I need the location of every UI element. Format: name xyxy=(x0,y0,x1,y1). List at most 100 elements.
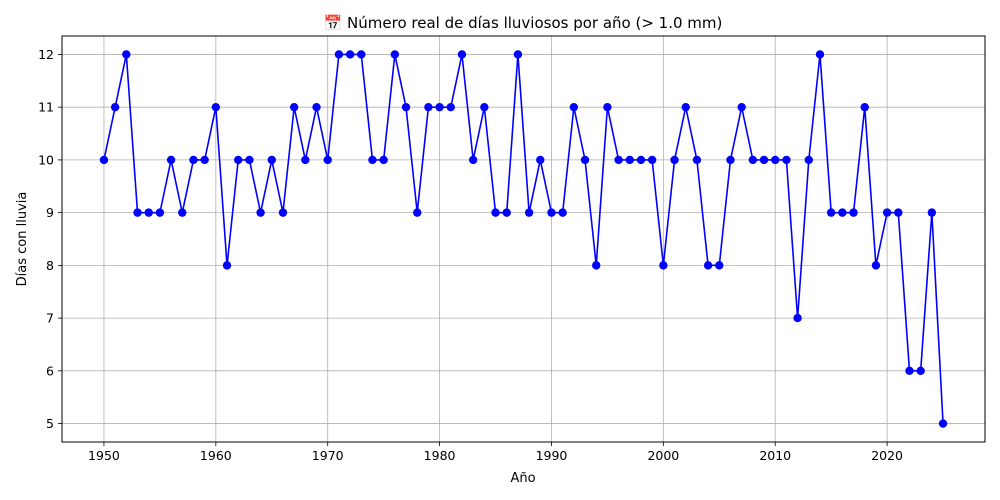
data-point xyxy=(905,366,914,376)
x-tick-label: 2020 xyxy=(871,448,903,463)
data-point xyxy=(547,208,556,217)
y-tick-label: 5 xyxy=(46,416,54,431)
data-point xyxy=(166,155,176,165)
data-point xyxy=(759,155,769,165)
data-point xyxy=(916,366,925,376)
y-tick-label: 10 xyxy=(38,152,54,167)
x-tick-label: 1960 xyxy=(200,448,232,463)
data-point xyxy=(301,155,310,165)
plot-frame xyxy=(61,35,986,443)
data-point xyxy=(882,208,892,217)
data-point xyxy=(289,102,299,112)
data-point xyxy=(144,208,153,217)
grid xyxy=(62,36,985,442)
x-tick-label: 1950 xyxy=(88,448,120,463)
data-point xyxy=(110,102,120,112)
data-point xyxy=(312,102,321,112)
data-point xyxy=(558,208,567,217)
data-point xyxy=(715,261,724,270)
x-tick-label: 1980 xyxy=(424,448,456,463)
data-point xyxy=(155,208,165,217)
x-axis: 1950 1960 1970 1980 1990 2000 2010 2020 xyxy=(88,442,903,463)
data-point xyxy=(737,102,746,112)
data-point xyxy=(771,155,780,165)
data-point xyxy=(636,155,646,165)
data-point xyxy=(334,50,344,59)
data-point xyxy=(189,155,198,165)
data-point xyxy=(222,261,232,270)
data-point xyxy=(592,261,601,270)
data-point xyxy=(748,155,758,165)
data-point xyxy=(99,155,109,165)
y-tick-label: 9 xyxy=(46,205,54,220)
data-point xyxy=(211,102,221,112)
y-axis-label: Días con lluvia xyxy=(15,192,30,287)
data-point xyxy=(502,208,511,217)
data-point xyxy=(692,155,702,165)
data-point xyxy=(245,155,254,165)
data-point xyxy=(703,261,713,270)
data-point xyxy=(894,208,903,217)
data-point xyxy=(826,208,836,217)
data-point xyxy=(927,208,937,217)
y-tick-label: 12 xyxy=(38,47,54,62)
data-point xyxy=(726,155,735,165)
data-point xyxy=(435,102,444,112)
series-line xyxy=(103,53,944,424)
data-point xyxy=(670,155,679,165)
data-point xyxy=(513,50,523,59)
data-point xyxy=(804,155,813,165)
data-point xyxy=(614,155,623,165)
data-point xyxy=(536,155,545,165)
data-point xyxy=(647,155,657,165)
data-point xyxy=(401,102,411,112)
data-point xyxy=(390,50,400,59)
data-point xyxy=(659,261,668,270)
data-point xyxy=(413,208,422,217)
y-tick-label: 8 xyxy=(46,258,54,273)
data-point xyxy=(782,155,791,165)
data-point xyxy=(524,208,534,217)
y-axis: 5 6 7 8 9 10 11 12 xyxy=(38,47,62,431)
data-point xyxy=(178,208,187,217)
y-tick-label: 11 xyxy=(38,100,54,115)
data-point xyxy=(871,261,881,270)
data-point xyxy=(793,313,802,323)
data-point xyxy=(625,155,634,165)
x-tick-label: 1970 xyxy=(312,448,344,463)
x-tick-label: 2010 xyxy=(759,448,791,463)
x-tick-label: 2000 xyxy=(647,448,679,463)
x-axis-label: Año xyxy=(510,471,535,486)
data-point xyxy=(815,50,825,59)
data-point xyxy=(938,419,948,428)
data-point xyxy=(357,50,366,59)
data-point xyxy=(681,102,690,112)
y-tick-label: 7 xyxy=(46,311,54,326)
data-point xyxy=(457,50,467,59)
data-point xyxy=(256,208,265,217)
data-point xyxy=(133,208,142,217)
data-point xyxy=(468,155,478,165)
data-point xyxy=(838,208,847,217)
chart-title: 📅 Número real de días lluviosos por año … xyxy=(324,14,723,32)
data-point xyxy=(491,208,500,217)
data-point xyxy=(860,102,869,112)
data-point xyxy=(200,155,209,165)
data-point xyxy=(580,155,590,165)
data-point xyxy=(278,208,288,217)
data-point xyxy=(368,155,377,165)
data-point xyxy=(234,155,243,165)
data-point xyxy=(345,50,355,59)
series-layer xyxy=(99,50,948,428)
data-point xyxy=(603,102,612,112)
data-point xyxy=(379,155,388,165)
y-tick-label: 6 xyxy=(46,363,54,378)
data-point xyxy=(323,155,332,165)
data-point xyxy=(122,50,131,59)
data-point xyxy=(569,102,579,112)
data-point xyxy=(424,102,433,112)
x-tick-label: 1990 xyxy=(536,448,568,463)
data-point xyxy=(849,208,858,217)
data-point xyxy=(446,102,455,112)
